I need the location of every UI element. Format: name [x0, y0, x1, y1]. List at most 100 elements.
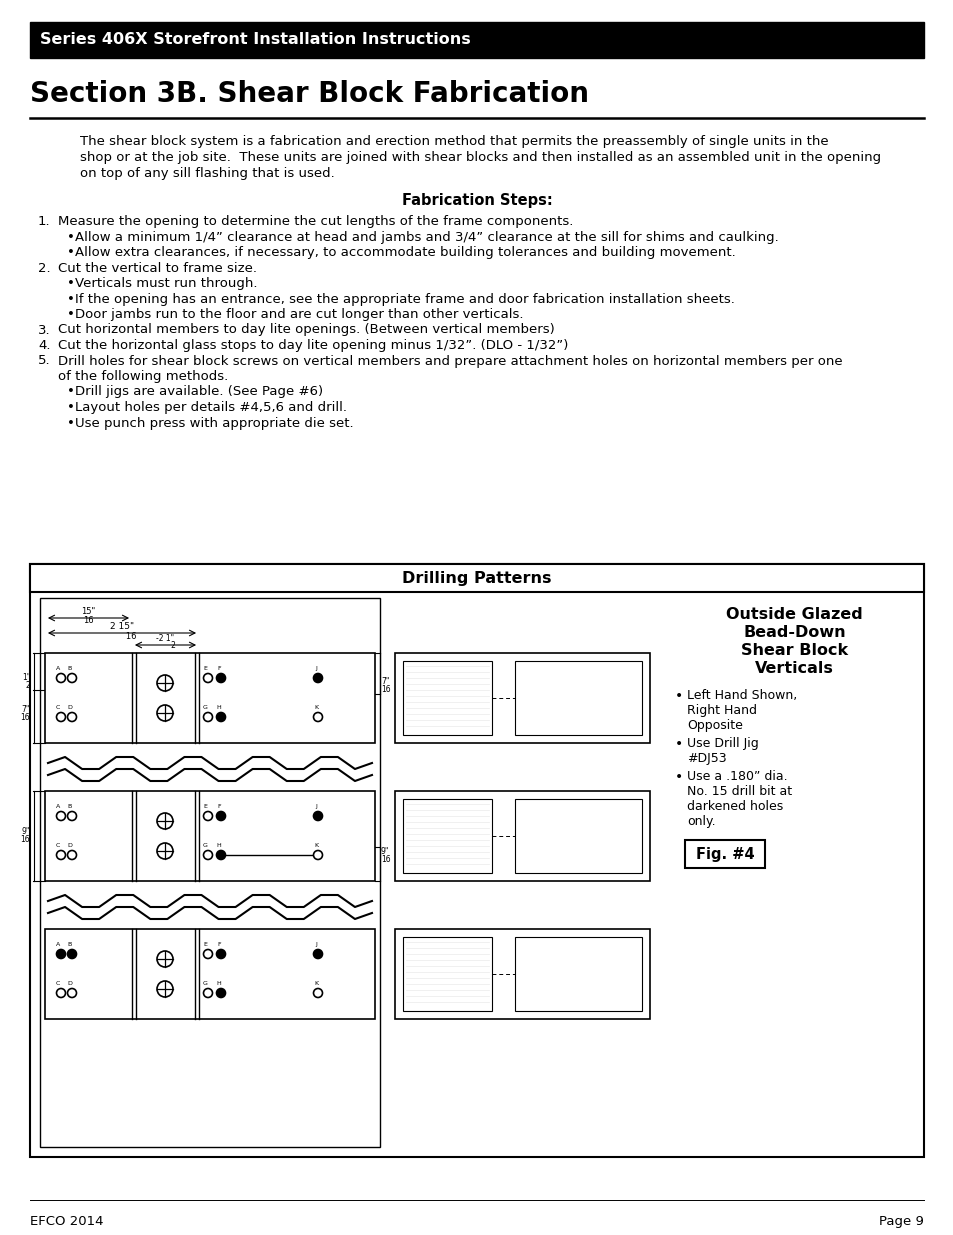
Text: #DJ53: #DJ53 — [686, 752, 726, 764]
Text: 16: 16 — [380, 685, 390, 694]
Text: C: C — [56, 844, 60, 848]
Text: Fig. #4: Fig. #4 — [695, 846, 754, 862]
Bar — [402, 799, 492, 873]
Text: -2 1": -2 1" — [155, 634, 173, 643]
Text: C: C — [56, 981, 60, 986]
Text: 1": 1" — [22, 673, 30, 683]
Bar — [684, 840, 764, 868]
Text: only.: only. — [686, 815, 715, 827]
Circle shape — [216, 851, 225, 860]
Text: 2.: 2. — [38, 262, 51, 274]
Text: F: F — [217, 942, 220, 947]
Text: Fabrication Steps:: Fabrication Steps: — [401, 193, 552, 207]
Text: Use a .180” dia.: Use a .180” dia. — [686, 769, 787, 783]
Circle shape — [216, 988, 225, 998]
Circle shape — [216, 713, 225, 721]
Bar — [395, 929, 649, 1019]
Text: 15": 15" — [81, 606, 95, 616]
Text: Page 9: Page 9 — [879, 1215, 923, 1228]
Text: Cut the vertical to frame size.: Cut the vertical to frame size. — [58, 262, 256, 274]
Text: E: E — [203, 666, 207, 671]
Text: Use punch press with appropriate die set.: Use punch press with appropriate die set… — [75, 416, 354, 430]
Text: 1.: 1. — [38, 215, 51, 228]
Text: •: • — [675, 689, 682, 703]
Circle shape — [314, 851, 322, 860]
Bar — [395, 790, 649, 881]
Bar — [45, 790, 375, 881]
Text: Allow extra clearances, if necessary, to accommodate building tolerances and bui: Allow extra clearances, if necessary, to… — [75, 246, 735, 259]
Text: Cut the horizontal glass stops to day lite opening minus 1/32”. (DLO - 1/32”): Cut the horizontal glass stops to day li… — [58, 338, 568, 352]
Bar — [30, 564, 923, 592]
Circle shape — [56, 851, 66, 860]
Bar — [402, 661, 492, 735]
Bar — [45, 929, 375, 1019]
Text: 5.: 5. — [38, 354, 51, 368]
Bar — [45, 653, 375, 743]
Text: E: E — [203, 942, 207, 947]
Text: •: • — [67, 277, 74, 290]
Text: •: • — [67, 293, 74, 305]
Text: 16: 16 — [83, 616, 93, 625]
Text: J: J — [314, 942, 316, 947]
Text: If the opening has an entrance, see the appropriate frame and door fabrication i: If the opening has an entrance, see the … — [75, 293, 734, 305]
Circle shape — [216, 673, 225, 683]
Circle shape — [157, 813, 172, 829]
Text: Outside Glazed: Outside Glazed — [725, 606, 862, 622]
Circle shape — [314, 713, 322, 721]
Bar — [402, 937, 492, 1011]
Text: EFCO 2014: EFCO 2014 — [30, 1215, 103, 1228]
Text: Verticals must run through.: Verticals must run through. — [75, 277, 257, 290]
Text: 9": 9" — [380, 846, 389, 856]
Text: on top of any sill flashing that is used.: on top of any sill flashing that is used… — [80, 167, 335, 180]
Bar — [515, 661, 641, 735]
Circle shape — [56, 950, 66, 958]
Text: 7": 7" — [380, 678, 389, 687]
Circle shape — [68, 851, 76, 860]
Text: darkened holes: darkened holes — [686, 800, 782, 813]
Text: 2 15": 2 15" — [110, 622, 134, 631]
Text: •: • — [67, 401, 74, 414]
Text: Section 3B. Shear Block Fabrication: Section 3B. Shear Block Fabrication — [30, 80, 588, 107]
Text: G: G — [202, 981, 207, 986]
Text: Right Hand: Right Hand — [686, 704, 757, 718]
Circle shape — [203, 988, 213, 998]
Text: 2: 2 — [25, 682, 30, 690]
Text: Shear Block: Shear Block — [740, 643, 847, 658]
Circle shape — [203, 851, 213, 860]
Text: 2: 2 — [164, 641, 175, 650]
Text: J: J — [314, 666, 316, 671]
Text: D: D — [68, 844, 72, 848]
Text: Drilling Patterns: Drilling Patterns — [402, 571, 551, 585]
Bar — [395, 653, 649, 743]
Text: J: J — [314, 804, 316, 809]
Text: •: • — [67, 246, 74, 259]
Text: 7": 7" — [22, 704, 30, 714]
Circle shape — [216, 811, 225, 820]
Circle shape — [68, 988, 76, 998]
Text: F: F — [217, 666, 220, 671]
Circle shape — [157, 705, 172, 721]
Text: K: K — [314, 844, 317, 848]
Text: C: C — [56, 705, 60, 710]
Circle shape — [203, 673, 213, 683]
Circle shape — [157, 981, 172, 997]
Text: Opposite: Opposite — [686, 719, 742, 732]
Circle shape — [203, 713, 213, 721]
Circle shape — [56, 988, 66, 998]
Circle shape — [314, 950, 322, 958]
Bar — [30, 564, 923, 1157]
Circle shape — [56, 811, 66, 820]
Text: K: K — [314, 705, 317, 710]
Text: B: B — [68, 942, 72, 947]
Text: A: A — [56, 666, 60, 671]
Text: Measure the opening to determine the cut lengths of the frame components.: Measure the opening to determine the cut… — [58, 215, 573, 228]
Text: D: D — [68, 981, 72, 986]
Text: Drill jigs are available. (See Page #6): Drill jigs are available. (See Page #6) — [75, 385, 323, 399]
Text: shop or at the job site.  These units are joined with shear blocks and then inst: shop or at the job site. These units are… — [80, 151, 881, 164]
Circle shape — [314, 811, 322, 820]
Text: •: • — [675, 737, 682, 751]
Circle shape — [157, 951, 172, 967]
Circle shape — [68, 811, 76, 820]
Text: B: B — [68, 666, 72, 671]
Text: 9": 9" — [22, 827, 30, 836]
